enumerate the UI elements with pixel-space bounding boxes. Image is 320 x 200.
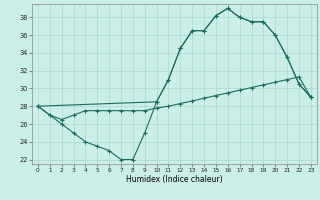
X-axis label: Humidex (Indice chaleur): Humidex (Indice chaleur)	[126, 175, 223, 184]
